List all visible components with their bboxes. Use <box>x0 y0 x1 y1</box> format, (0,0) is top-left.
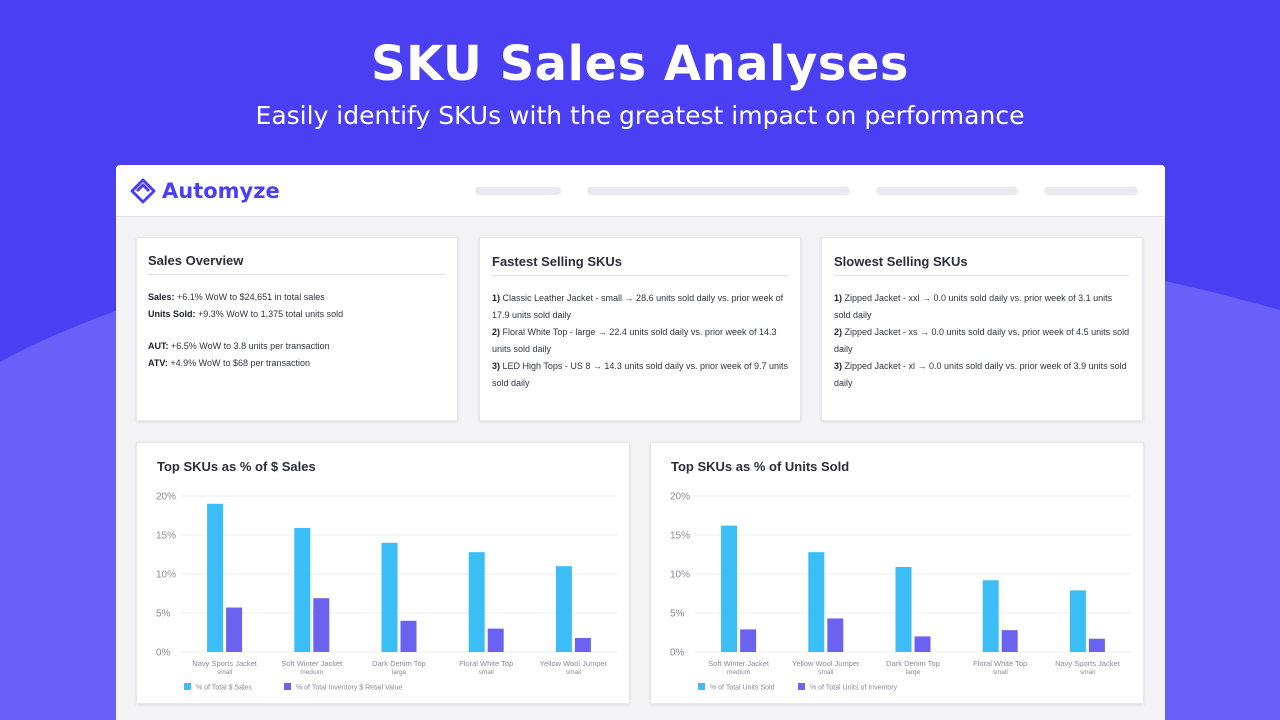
y-tick-label: 10% <box>156 570 176 581</box>
list-item: 1) Zipped Jacket - xxl → 0.0 units sold … <box>834 293 1113 320</box>
x-tick-sublabel: small <box>1080 669 1096 676</box>
x-tick-label: Soft Winter Jacket <box>708 659 770 668</box>
y-tick-label: 15% <box>670 531 690 542</box>
x-tick-label: Yellow Wool Jumper <box>792 659 860 668</box>
sales-overview-title: Sales Overview <box>148 253 446 275</box>
legend-label: % of Total Units Sold <box>710 685 775 692</box>
slowest-selling-list: 1) Zipped Jacket - xxl → 0.0 units sold … <box>834 290 1130 391</box>
sales-chart-title: Top SKUs as % of $ Sales <box>157 459 316 474</box>
list-item: 3) LED High Tops - US 8 → 14.3 units sol… <box>492 361 788 388</box>
y-tick-label: 0% <box>670 648 685 659</box>
sales-overview-body: Sales: +6.1% WoW to $24,651 in total sal… <box>148 289 446 371</box>
app-header: Automyze <box>116 165 1165 217</box>
nav-placeholder-1[interactable] <box>475 187 561 195</box>
list-item: 2) Floral White Top - large → 22.4 units… <box>492 327 777 354</box>
x-tick-label: Navy Sports Jacket <box>1055 659 1121 668</box>
x-tick-label: Dark Denim Top <box>886 659 940 668</box>
bar-primary[interactable] <box>721 525 738 652</box>
bar-secondary[interactable] <box>574 637 591 652</box>
units-chart-card: Top SKUs as % of Units Sold 0% 5% 10% 15% 20… <box>650 442 1144 704</box>
x-tick-sublabel: large <box>392 669 407 676</box>
overview-line-aut: AUT: +6.5% WoW to 3.8 units per transact… <box>148 341 330 351</box>
bar-secondary[interactable] <box>1088 638 1105 652</box>
bar-secondary[interactable] <box>313 598 330 652</box>
x-tick-label: Dark Denim Top <box>372 659 426 668</box>
bar-secondary[interactable] <box>740 629 757 652</box>
legend-swatch <box>698 683 705 690</box>
y-tick-label: 5% <box>670 609 685 620</box>
bar-primary[interactable] <box>381 542 398 652</box>
bar-primary[interactable] <box>808 552 825 652</box>
y-tick-label: 15% <box>156 531 176 542</box>
x-tick-sublabel: small <box>479 669 495 676</box>
bar-primary[interactable] <box>1069 590 1086 652</box>
legend-swatch <box>284 683 291 690</box>
x-tick-label: Floral White Top <box>973 659 1027 668</box>
legend-label: % of Total $ Sales <box>196 685 252 692</box>
x-tick-label: Yellow Wool Jumper <box>540 659 608 668</box>
y-tick-label: 10% <box>670 570 690 581</box>
bar-secondary[interactable] <box>226 607 243 652</box>
bar-primary[interactable] <box>294 527 311 652</box>
x-tick-sublabel: small <box>217 669 233 676</box>
bar-secondary[interactable] <box>1001 630 1018 652</box>
y-tick-label: 0% <box>156 648 171 659</box>
x-tick-sublabel: medium <box>727 669 750 676</box>
legend-label: % of Total Units of Inventory <box>810 685 898 692</box>
bar-primary[interactable] <box>555 566 572 652</box>
list-item: 1) Classic Leather Jacket - small → 28.6… <box>492 293 784 320</box>
automyze-logo-icon <box>130 178 156 204</box>
logo[interactable]: Automyze <box>130 178 280 204</box>
bar-secondary[interactable] <box>487 628 504 652</box>
legend-swatch <box>184 683 191 690</box>
x-tick-sublabel: large <box>906 669 921 676</box>
y-tick-label: 5% <box>156 609 171 620</box>
slowest-selling-card: Slowest Selling SKUs 1) Zipped Jacket - … <box>821 237 1143 421</box>
x-tick-sublabel: small <box>566 669 582 676</box>
x-tick-sublabel: small <box>818 669 834 676</box>
slowest-selling-title: Slowest Selling SKUs <box>834 254 1130 276</box>
bar-secondary[interactable] <box>400 620 417 652</box>
logo-text: Automyze <box>162 179 280 203</box>
app-window: Automyze Sales Overview Sales: +6.1% WoW… <box>116 165 1165 720</box>
list-item: 3) Zipped Jacket - xl → 0.0 units sold d… <box>834 361 1127 388</box>
x-tick-label: Navy Sports Jacket <box>192 659 258 668</box>
y-tick-label: 20% <box>670 492 690 503</box>
overview-line-units: Units Sold: +9.3% WoW to 1,375 total uni… <box>148 308 344 319</box>
x-tick-label: Floral White Top <box>459 659 513 668</box>
bar-primary[interactable] <box>982 580 999 652</box>
nav-placeholder-2[interactable] <box>587 187 850 195</box>
bar-primary[interactable] <box>207 503 224 652</box>
sales-chart-card: Top SKUs as % of $ Sales 0% 5% 10% 15% 20% Na… <box>136 442 630 704</box>
x-tick-sublabel: medium <box>300 669 323 676</box>
fastest-selling-title: Fastest Selling SKUs <box>492 254 788 276</box>
legend-swatch <box>798 683 805 690</box>
legend-label: % of Total Inventory $ Retail Value <box>296 685 402 692</box>
x-tick-sublabel: small <box>993 669 1009 676</box>
overview-line-atv: ATV: +4.9% WoW to $68 per transaction <box>148 357 311 368</box>
y-tick-label: 20% <box>156 492 176 503</box>
hero-subtitle: Easily identify SKUs with the greatest i… <box>255 101 1025 130</box>
hero-title: SKU Sales Analyses <box>370 36 909 92</box>
nav-placeholder-4[interactable] <box>1044 187 1138 195</box>
sales-chart: 0%5%10%15%20%Navy Sports JacketsmallSoft… <box>156 492 617 692</box>
x-tick-label: Soft Winter Jacket <box>281 659 343 668</box>
fastest-selling-card: Fastest Selling SKUs 1) Classic Leather … <box>479 237 801 421</box>
bar-primary[interactable] <box>895 566 912 652</box>
nav-placeholder-3[interactable] <box>876 187 1018 195</box>
overview-line-sales: Sales: +6.1% WoW to $24,651 in total sal… <box>148 292 325 302</box>
units-chart-title: Top SKUs as % of Units Sold <box>671 459 850 474</box>
sales-overview-card: Sales Overview Sales: +6.1% WoW to $24,6… <box>136 237 458 421</box>
bar-secondary[interactable] <box>914 636 931 652</box>
bar-secondary[interactable] <box>827 618 844 652</box>
fastest-selling-list: 1) Classic Leather Jacket - small → 28.6… <box>492 290 788 391</box>
bar-primary[interactable] <box>468 552 485 652</box>
list-item: 2) Zipped Jacket - xs → 0.0 units sold d… <box>834 327 1130 354</box>
